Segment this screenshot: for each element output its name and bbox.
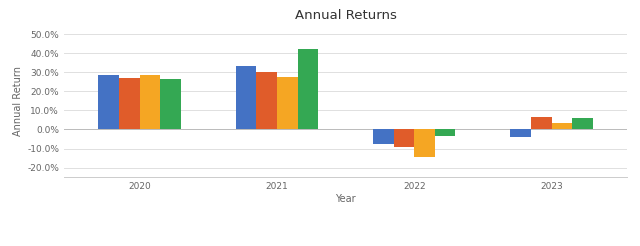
Bar xyxy=(277,77,298,129)
Bar xyxy=(298,49,318,129)
Bar xyxy=(160,79,180,129)
X-axis label: Year: Year xyxy=(335,194,356,204)
Bar xyxy=(119,77,140,129)
Bar xyxy=(414,129,435,157)
Bar xyxy=(256,73,277,129)
Bar xyxy=(99,75,119,129)
Bar xyxy=(552,123,572,129)
Bar xyxy=(435,129,456,136)
Bar xyxy=(140,75,160,129)
Bar xyxy=(572,118,593,129)
Bar xyxy=(511,129,531,137)
Bar xyxy=(236,66,256,129)
Title: Annual Returns: Annual Returns xyxy=(294,9,397,22)
Bar xyxy=(394,129,414,147)
Bar xyxy=(531,117,552,129)
Bar xyxy=(373,129,394,144)
Y-axis label: Annual Return: Annual Return xyxy=(13,66,23,136)
